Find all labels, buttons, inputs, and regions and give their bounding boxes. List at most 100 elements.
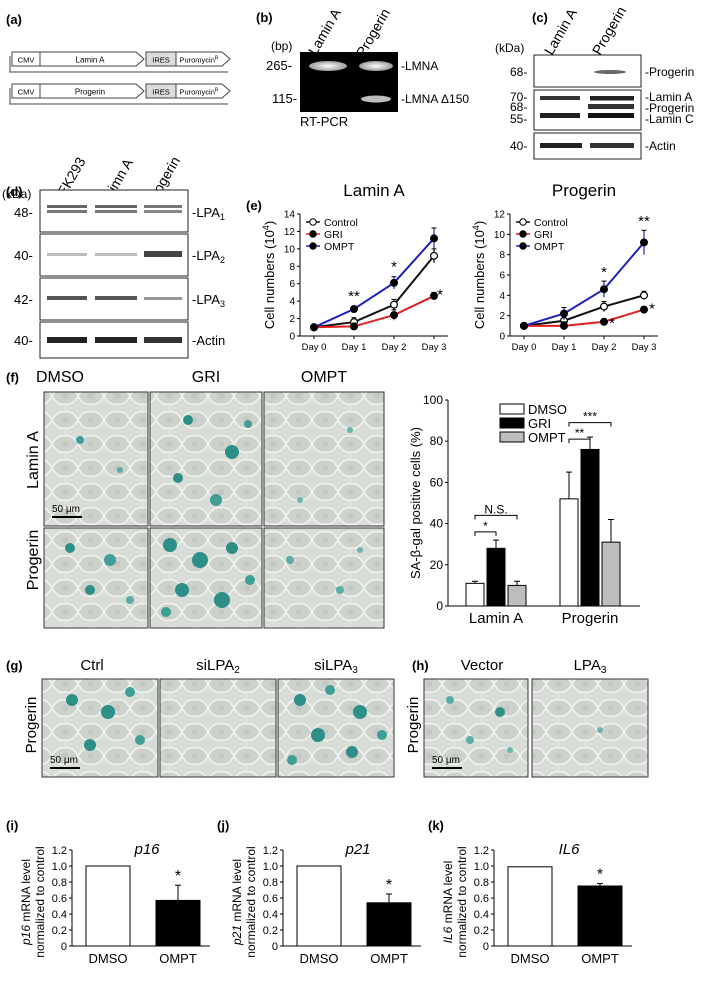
bar [486,547,506,607]
svg-text:siLPA2: siLPA2 [196,657,240,676]
micrograph-g-silpa3 [277,678,395,778]
blot-marker: 40- [14,333,33,348]
y-tick-label: 1.2 [52,845,67,857]
blot-c-1 [533,54,642,88]
construct-marker: Puromycin [179,56,214,65]
panel-label-j: (j) [217,818,229,833]
series-line [523,241,645,327]
blot-unit: (kDa) [2,187,31,201]
y-tick-label: 0 [483,941,489,953]
blot-band-sub: 2 [220,255,225,265]
blot-marker: 55- [510,112,527,126]
construct-marker-sup: R [215,56,219,62]
x-tick-label: Lamin A [469,610,523,627]
chart-title: p21 [344,841,370,858]
svg-text:-LPA3: -LPA3 [192,292,225,309]
scale-bar-label: 50 μm [52,504,80,515]
x-tick-label: Day 0 [302,342,327,353]
blot-d-2 [39,233,189,277]
blot-marker: 40- [510,139,527,153]
micro-col-label: GRI [192,369,220,386]
data-point [430,234,439,243]
significance-bracket [474,531,497,536]
y-tick-label: 0.8 [52,877,67,889]
chart-sa-beta-gal: 0 20 40 60 80 100 SA-β-gal positive cells (%) L… [408,393,640,627]
bar [577,885,623,947]
legend-swatch [499,417,525,429]
legend-marker [309,230,317,238]
blot-band-label: -Lamin A [645,90,692,104]
blot-c-2 [533,89,642,131]
x-tick-label: Day 2 [592,342,617,353]
y-axis-label-sup: 4 [471,225,481,230]
legend-label: GRI [528,416,551,431]
legend-label: Control [324,217,358,229]
y-tick-label: 0.2 [52,925,67,937]
y-tick-label: 4 [289,297,295,308]
blot-marker: 48- [14,205,33,220]
data-point [310,323,319,332]
y-tick-label: 2 [289,314,295,325]
significance-mark: * [609,315,615,332]
legend-marker [309,242,317,250]
micro-col-label: OMPT [301,369,347,386]
y-axis-label-sup: 4 [261,225,271,230]
scale-bar: 50 μm [52,504,82,518]
gel-image [300,52,398,112]
significance-mark: * [437,286,443,303]
construct-marker: Puromycin [179,88,214,97]
data-point [639,238,648,247]
significance-mark: * [175,868,181,885]
blot-unit: (kDa) [495,41,524,55]
significance-bracket [568,422,612,427]
y-tick-label: 1.2 [474,845,489,857]
micrograph-h-vector [423,678,529,778]
y-axis-label-part: ) [472,221,487,225]
y-tick-label: 4 [499,291,505,302]
y-tick-label: 0.6 [474,893,489,905]
significance-mark: * [386,877,392,894]
panel-label-c: (c) [532,10,548,25]
y-tick-label: 1.0 [263,861,278,873]
series-line [313,295,435,329]
x-tick-label: OMPT [581,951,619,966]
panel-label-k: (k) [428,818,444,833]
micro-col-sub: 3 [352,665,358,676]
y-tick-label: 60 [430,475,444,489]
y-tick-label: 1.0 [52,861,67,873]
significance-mark: * [649,301,655,318]
micrograph-lamin-a-ompt [263,391,385,527]
construct-ires: IRES [152,56,170,65]
y-axis-label-part: ) [262,221,277,225]
y-tick-label: 2 [499,311,505,322]
legend-marker [519,218,527,226]
panel-label-e: (e) [246,198,262,213]
data-point [390,278,399,287]
blot-marker: 40- [14,248,33,263]
micrograph-lamin-a-dmso [43,391,149,527]
data-point [350,322,359,331]
micrograph-g-silpa2 [159,678,277,778]
legend-marker [309,218,317,226]
y-tick-label: 8 [289,262,295,273]
y-tick-label: 100 [423,393,443,407]
legend-label: GRI [534,229,553,241]
bar [465,582,485,607]
data-point [430,291,439,300]
significance-mark: * [391,259,397,276]
gel-band-label: -LMNA [401,59,438,73]
y-tick-label: 0 [499,332,505,343]
data-point [350,304,359,313]
x-tick-label: DMSO [300,951,339,966]
micrograph-g-ctrl [41,678,159,778]
svg-text:PuromycinR: PuromycinR [179,88,218,97]
svg-text:PuromycinR: PuromycinR [179,56,218,65]
y-tick-label: 0.4 [52,909,67,921]
x-tick-label: Day 1 [552,342,577,353]
blot-band-label: -LPA [192,292,220,307]
gel-marker: 265- [266,58,292,73]
bar [85,865,131,947]
y-tick-label: 0 [436,599,443,613]
chart-p21: p21 0 0.2 0.4 0.6 0.8 1.0 1.2 p21 mRNA level norm… [230,841,421,966]
y-tick-label: 6 [289,279,295,290]
